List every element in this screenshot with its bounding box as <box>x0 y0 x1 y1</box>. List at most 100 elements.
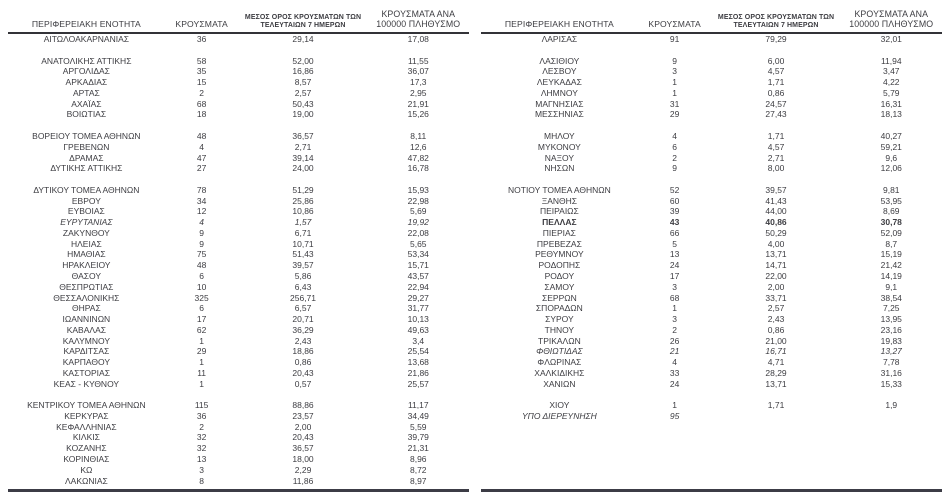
region-cell: ΕΥΒΟΙΑΣ <box>67 206 105 217</box>
per100k-cell: 3,4 <box>412 335 425 346</box>
avg7-cell: 2,43 <box>767 314 785 325</box>
avg7-cell: 8,00 <box>767 163 785 174</box>
region-cell: ΝΑΞΟΥ <box>544 152 575 163</box>
cases-cell: 66 <box>669 227 680 238</box>
cases-cell: 17 <box>196 314 207 325</box>
table-row: ΠΕΙΡΑΙΩΣ 39 44,00 8,69 <box>481 206 942 217</box>
header-region: ΠΕΡΙΦΕΡΕΙΑΚΗ ΕΝΟΤΗΤΑ <box>504 19 614 30</box>
avg7-cell: 0,86 <box>294 357 312 368</box>
avg7-cell: 40,86 <box>765 217 787 228</box>
region-cell: ΕΒΡΟΥ <box>71 195 101 206</box>
header-avg7: ΜΕΣΟΣ ΟΡΟΣ ΚΡΟΥΣΜΑΤΩΝ ΤΩΝ ΤΕΛΕΥΤΑΙΩΝ 7 Η… <box>717 14 835 30</box>
avg7-cell: 2,57 <box>294 87 312 98</box>
region-cell: ΡΟΔΟΠΗΣ <box>538 260 581 271</box>
region-cell: ΚΑΛΥΜΝΟΥ <box>62 335 110 346</box>
avg7-cell: 18,00 <box>292 453 314 464</box>
per100k-cell: 19,83 <box>880 335 902 346</box>
per100k-cell: 8,72 <box>409 464 427 475</box>
avg7-cell: 2,43 <box>294 335 312 346</box>
per100k-cell: 11,55 <box>407 55 429 66</box>
cases-cell: 32 <box>196 443 207 454</box>
region-cell: ΔΥΤΙΚΗΣ ΑΤΤΙΚΗΣ <box>50 163 123 174</box>
table-row: ΝΑΞΟΥ 2 2,71 9,6 <box>481 152 942 163</box>
cases-cell: 1 <box>672 77 677 88</box>
per100k-cell: 11,94 <box>880 55 902 66</box>
table-row: ΚΑΣΤΟΡΙΑΣ 11 20,43 21,86 <box>8 368 469 379</box>
cases-cell: 95 <box>669 410 680 421</box>
per100k-cell: 22,94 <box>407 281 429 292</box>
cases-cell: 39 <box>669 206 680 217</box>
avg7-cell: 11,86 <box>292 475 314 486</box>
cases-cell: 9 <box>672 163 677 174</box>
avg7-cell: 10,86 <box>292 206 314 217</box>
region-cell: ΙΩΑΝΝΙΝΩΝ <box>62 314 111 325</box>
cases-cell: 52 <box>669 184 680 195</box>
avg7-cell: 33,71 <box>765 292 787 303</box>
per100k-cell: 47,82 <box>407 152 429 163</box>
cases-cell: 115 <box>194 400 209 411</box>
region-cell: ΚΑΒΑΛΑΣ <box>66 324 106 335</box>
table-row: ΘΑΣΟΥ 6 5,86 43,57 <box>8 271 469 282</box>
avg7-cell: 2,71 <box>294 141 312 152</box>
table-row: ΚΕΦΑΛΛΗΝΙΑΣ 2 2,00 5,59 <box>8 422 469 433</box>
region-cell: ΘΕΣΣΑΛΟΝΙΚΗΣ <box>53 292 120 303</box>
table-row: ΛΑΚΩΝΙΑΣ 8 11,86 8,97 <box>8 475 469 486</box>
region-cell: ΚΕΡΚΥΡΑΣ <box>64 410 109 421</box>
avg7-cell: 6,43 <box>294 281 312 292</box>
region-cell: ΝΟΤΙΟΥ ΤΟΜΕΑ ΑΘΗΝΩΝ <box>508 184 611 195</box>
header-cases: ΚΡΟΥΣΜΑΤΑ <box>648 19 701 30</box>
region-cell: ΠΙΕΡΙΑΣ <box>542 227 576 238</box>
per100k-cell: 8,96 <box>409 453 427 464</box>
avg7-cell: 36,57 <box>292 131 314 142</box>
avg7-cell: 25,86 <box>292 195 314 206</box>
per100k-cell: 30,78 <box>880 217 902 228</box>
table-row: ΜΗΛΟΥ 4 1,71 40,27 <box>481 131 942 142</box>
avg7-cell: 36,57 <box>292 443 314 454</box>
table-row: ΕΒΡΟΥ 34 25,86 22,98 <box>8 195 469 206</box>
cases-cell: 78 <box>196 184 207 195</box>
per100k-cell: 13,95 <box>880 314 902 325</box>
table-row: ΚΑΒΑΛΑΣ 62 36,29 49,63 <box>8 325 469 336</box>
cases-cell: 4 <box>199 217 204 228</box>
table-row: ΜΑΓΝΗΣΙΑΣ 31 24,57 16,31 <box>481 99 942 110</box>
region-cell: ΦΘΙΩΤΙΔΑΣ <box>536 346 583 357</box>
table-row: ΛΑΣΙΘΙΟΥ 9 6,00 11,94 <box>481 56 942 67</box>
avg7-cell: 24,00 <box>292 163 314 174</box>
per100k-cell: 13,27 <box>880 346 902 357</box>
per100k-cell: 38,54 <box>880 292 902 303</box>
per100k-cell: 53,34 <box>407 249 429 260</box>
table-row: ΧΑΝΙΩΝ 24 13,71 15,33 <box>481 379 942 390</box>
table-row: ΝΗΣΩΝ 9 8,00 12,06 <box>481 163 942 174</box>
avg7-cell: 13,71 <box>765 249 787 260</box>
cases-cell: 4 <box>199 141 204 152</box>
per100k-cell: 18,13 <box>880 109 902 120</box>
cases-cell: 18 <box>196 109 207 120</box>
table-row: ΗΜΑΘΙΑΣ 75 51,43 53,34 <box>8 249 469 260</box>
table-row: ΚΙΛΚΙΣ 32 20,43 39,79 <box>8 432 469 443</box>
avg7-cell: 79,29 <box>765 34 787 45</box>
avg7-cell: 28,29 <box>765 367 787 378</box>
cases-cell: 13 <box>196 453 207 464</box>
avg7-cell: 21,00 <box>765 335 787 346</box>
cases-cell: 2 <box>199 87 204 98</box>
table-row: ΑΝΑΤΟΛΙΚΗΣ ΑΤΤΙΚΗΣ 58 52,00 11,55 <box>8 56 469 67</box>
cases-cell: 48 <box>196 131 207 142</box>
cases-cell: 27 <box>196 163 207 174</box>
region-cell: ΛΗΜΝΟΥ <box>540 87 578 98</box>
region-cell: ΠΡΕΒΕΖΑΣ <box>536 238 582 249</box>
per100k-cell: 19,92 <box>407 217 429 228</box>
region-cell: ΒΟΙΩΤΙΑΣ <box>66 109 107 120</box>
avg7-cell: 50,29 <box>765 227 787 238</box>
region-cell: ΝΗΣΩΝ <box>544 163 575 174</box>
table-row: ΑΡΚΑΔΙΑΣ 15 8,57 17,3 <box>8 77 469 88</box>
region-cell: ΑΡΚΑΔΙΑΣ <box>65 77 108 88</box>
cases-cell: 58 <box>196 55 207 66</box>
cases-cell: 4 <box>672 357 677 368</box>
table-header: ΠΕΡΙΦΕΡΕΙΑΚΗ ΕΝΟΤΗΤΑ ΚΡΟΥΣΜΑΤΑ ΜΕΣΟΣ ΟΡΟ… <box>8 0 469 34</box>
per100k-cell: 1,9 <box>885 400 898 411</box>
cases-cell: 9 <box>199 238 204 249</box>
cases-cell: 5 <box>672 238 677 249</box>
table-row: ΕΥΒΟΙΑΣ 12 10,86 5,69 <box>8 206 469 217</box>
avg7-cell: 20,43 <box>292 432 314 443</box>
avg7-cell: 39,14 <box>292 152 314 163</box>
